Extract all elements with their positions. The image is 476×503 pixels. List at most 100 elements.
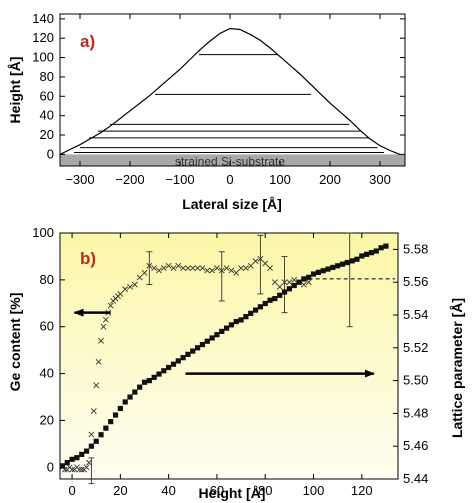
ge-content-point (233, 269, 240, 276)
y2-tick-label: 5.58 (403, 241, 428, 256)
lattice-parameter-point (209, 335, 215, 341)
lattice-parameter-point (161, 368, 167, 374)
lattice-parameter-point (364, 251, 370, 257)
y-tick-label: 100 (32, 50, 54, 65)
lattice-parameter-point (359, 253, 365, 259)
ge-content-point (102, 316, 109, 323)
lattice-parameter-point (156, 371, 162, 377)
lattice-parameter-point (69, 456, 75, 462)
panel-b-plot-area (59, 232, 399, 480)
ge-content-point (93, 382, 100, 389)
lattice-parameter-point (108, 419, 114, 425)
lattice-parameter-point (349, 258, 355, 264)
lattice-parameter-point (98, 432, 104, 438)
lattice-parameter-point (59, 463, 66, 469)
ge-content-point (262, 260, 269, 267)
ge-content-point (204, 267, 211, 274)
panel-a-x-axis-label: Lateral size [Å] (182, 196, 282, 212)
lattice-parameter-point (117, 405, 123, 412)
lattice-parameter-point (296, 279, 302, 285)
y-tick-label: 40 (40, 108, 54, 123)
ge-content-point (180, 265, 187, 272)
lattice-parameter-point (272, 296, 278, 302)
ge-content-point (209, 267, 216, 274)
ge-content-point (214, 265, 220, 272)
lattice-parameter-point (146, 378, 152, 384)
lattice-parameter-point (281, 289, 288, 295)
lattice-parameter-point (373, 248, 379, 254)
x-tick-label: −200 (115, 172, 144, 187)
ge-content-point (165, 262, 172, 269)
island-profile-line (59, 27, 401, 155)
lattice-parameter-point (306, 274, 312, 280)
lattice-parameter-point (267, 297, 273, 303)
y2-tick-label: 5.44 (403, 471, 428, 486)
lattice-parameter-point (79, 451, 85, 457)
lattice-parameter-point (195, 345, 201, 351)
ge-content-point (247, 262, 254, 269)
x-tick-label: 100 (303, 483, 325, 498)
x-tick-label: 80 (258, 483, 272, 498)
y-tick-label: 40 (40, 366, 54, 381)
lattice-parameter-point (64, 460, 70, 466)
lattice-parameter-point (310, 271, 317, 277)
lattice-parameter-point (180, 355, 186, 361)
ge-content-point (300, 281, 307, 288)
lattice-parameter-point (248, 310, 254, 316)
ge-content-point (267, 265, 273, 272)
ge-content-point (131, 281, 138, 288)
lattice-parameter-point (378, 245, 384, 251)
lattice-parameter-point (74, 455, 80, 461)
substrate-band (60, 154, 405, 166)
x-tick-label: 40 (161, 483, 175, 498)
panel-a-y-axis-label: Height [Å] (7, 57, 23, 124)
lattice-parameter-point (383, 243, 389, 249)
y-tick-label: 20 (40, 412, 54, 427)
ge-content-point (238, 265, 244, 272)
lattice-parameter-point (166, 364, 172, 371)
lattice-parameter-point (112, 412, 119, 418)
lattice-parameter-point (252, 307, 259, 313)
ge-content-point (122, 286, 129, 293)
ge-content-point (189, 265, 196, 272)
panel-a-frame (59, 13, 406, 167)
lattice-parameter-point (233, 318, 239, 325)
ge-content-point (185, 265, 191, 272)
lattice-parameter-point (88, 443, 94, 449)
ge-content-point (117, 290, 124, 297)
ge-content-point (90, 408, 97, 414)
lattice-parameter-point (103, 425, 109, 431)
lattice-parameter-point (315, 269, 321, 275)
y-tick-label: 60 (40, 88, 54, 103)
y2-tick-label: 5.52 (403, 340, 428, 355)
x-tick-label: 0 (226, 172, 233, 187)
y2-tick-label: 5.48 (403, 405, 428, 420)
y-tick-label: 140 (32, 11, 54, 26)
y-tick-label: 20 (40, 127, 54, 142)
lattice-parameter-point (137, 384, 143, 390)
lattice-parameter-point (83, 448, 90, 454)
ge-content-point (257, 255, 264, 262)
ge-content-point (69, 466, 75, 473)
panel-a: strained Si-substrate−300 −200 −100 0 100 200… (7, 11, 406, 212)
y2-tick-label: 5.46 (403, 438, 428, 453)
y-tick-label: 0 (47, 146, 54, 161)
y-tick-label: 80 (40, 69, 54, 84)
lattice-parameter-point (243, 314, 249, 320)
panel-b-label: b) (80, 249, 96, 268)
lattice-parameter-point (185, 351, 191, 357)
x-tick-label: 100 (269, 172, 291, 187)
lattice-parameter-point (175, 358, 181, 364)
panel-b-x-axis-label: Height [Å] (199, 485, 266, 501)
ge-content-point (83, 464, 90, 471)
ge-content-point (175, 262, 182, 269)
lattice-parameter-point (204, 338, 210, 344)
panel-b: 0 20 40 60 80 100 120 0 20 40 60 80 100 5.44 5.46 5.48 5… (7, 225, 465, 501)
ge-content-point (151, 265, 158, 272)
ge-content-point (223, 265, 230, 272)
y2-tick-label: 5.56 (403, 274, 428, 289)
ge-content-point (199, 265, 206, 272)
ge-content-point (107, 302, 114, 309)
lattice-parameter-point (339, 261, 346, 267)
ge-content-point (98, 337, 104, 344)
